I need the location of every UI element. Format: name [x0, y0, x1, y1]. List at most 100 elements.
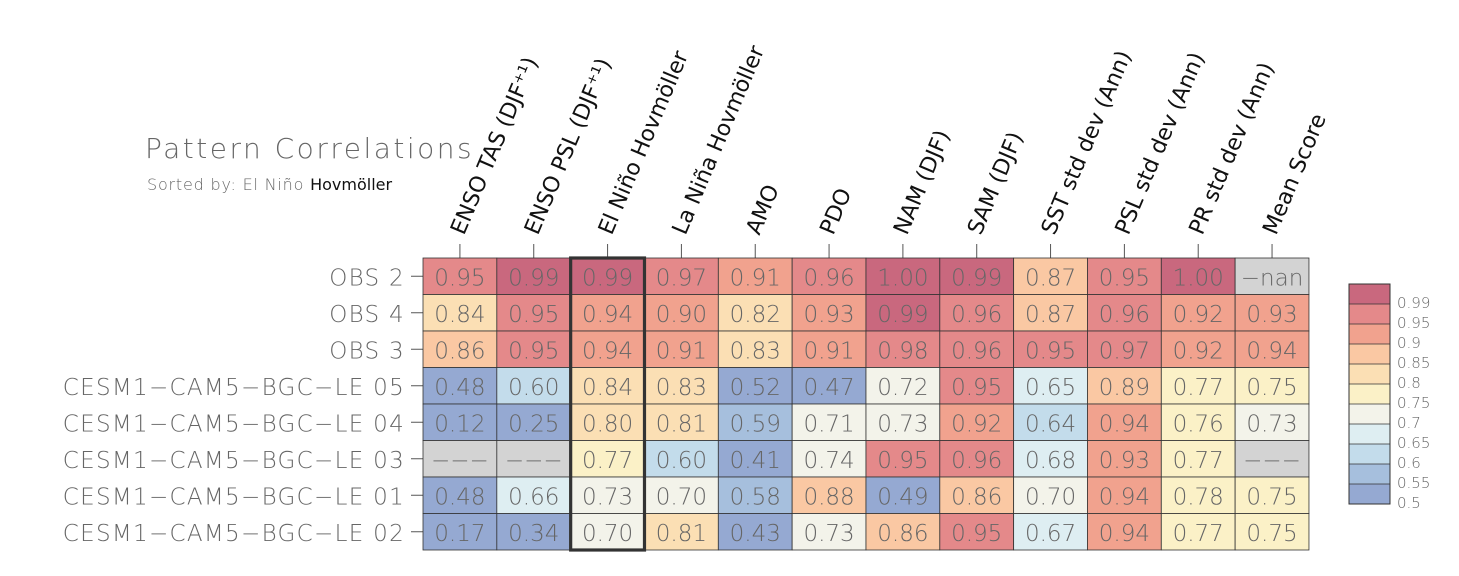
heatmap-cell — [1087, 513, 1162, 551]
row-label: CESM1−CAM5−BGC−LE 04 — [63, 411, 405, 437]
heatmap-cell — [717, 367, 793, 405]
cell-value-label: 0.52 — [730, 375, 781, 401]
row-label: OBS 4 — [329, 302, 405, 328]
colorbar-swatch — [1349, 344, 1390, 364]
heatmap-cell — [1087, 367, 1162, 405]
chart-title: Pattern Correlations — [145, 132, 474, 165]
colorbar-label: 0.99 — [1397, 294, 1430, 312]
heatmap-cell — [1013, 403, 1088, 441]
heatmap-cell — [1234, 257, 1310, 295]
heatmap-cell — [791, 513, 867, 551]
cell-value-label: 0.70 — [1025, 484, 1076, 510]
cell-value-label: 0.99 — [582, 265, 633, 291]
heatmap-cell — [496, 330, 572, 368]
heatmap-cell — [1087, 440, 1162, 478]
cell-value-label: 0.93 — [803, 302, 854, 328]
colorbar-swatch — [1349, 364, 1390, 384]
heatmap-cell — [1234, 513, 1310, 551]
cell-value-label: 0.94 — [1099, 411, 1150, 437]
colorbar-label: 0.55 — [1397, 474, 1430, 492]
cell-value-label: 0.87 — [1025, 302, 1076, 328]
heatmap-cell — [496, 440, 572, 478]
cell-value-label: 0.66 — [508, 484, 559, 510]
cell-value-label: 0.96 — [1099, 302, 1150, 328]
colorbar-label: 0.7 — [1397, 414, 1421, 432]
chart-subtitle-prefix: Sorted by: El Niño — [147, 175, 310, 194]
cell-value-label: 0.70 — [656, 484, 707, 510]
cell-value-label: 0.99 — [508, 265, 559, 291]
colorbar-swatch — [1349, 464, 1390, 484]
cell-value-label: 0.93 — [1246, 302, 1297, 328]
row-label: OBS 2 — [329, 265, 405, 291]
heatmap-cell — [1160, 476, 1236, 514]
colorbar-swatch — [1349, 284, 1390, 304]
cell-value-label: 0.74 — [803, 448, 854, 474]
heatmap-cell — [791, 440, 867, 478]
cell-value-label: 0.96 — [803, 265, 854, 291]
cell-value-label: 0.91 — [730, 265, 781, 291]
cell-value-label: 0.47 — [803, 375, 854, 401]
cell-value-label: 0.68 — [1025, 448, 1076, 474]
cell-value-label: 0.94 — [1246, 338, 1297, 364]
cell-value-label: 0.95 — [1025, 338, 1076, 364]
heatmap-cell — [1087, 403, 1162, 441]
heatmap-cell — [1234, 403, 1310, 441]
colorbar-swatch — [1349, 324, 1390, 344]
cell-value-label: 0.73 — [877, 411, 928, 437]
cell-value-label: 0.86 — [951, 484, 1002, 510]
cell-value-label: 0.78 — [1173, 484, 1224, 510]
heatmap-cell — [644, 403, 719, 441]
heatmap-cell — [570, 294, 645, 332]
heatmap-cell — [1087, 476, 1162, 514]
row-label: CESM1−CAM5−BGC−LE 03 — [63, 448, 405, 474]
cell-value-label: 0.95 — [951, 375, 1002, 401]
colorbar-swatch — [1349, 444, 1390, 464]
heatmap-cell — [939, 257, 1015, 295]
heatmap-cell — [496, 403, 572, 441]
cell-value-label: 0.43 — [730, 521, 781, 547]
cell-value-label: 0.17 — [434, 521, 485, 547]
cell-value-label: 0.94 — [582, 302, 633, 328]
heatmap-cell — [570, 367, 645, 405]
heatmap-cell — [422, 294, 498, 332]
heatmap-cell — [865, 513, 941, 551]
heatmap-cell — [865, 330, 941, 368]
cell-value-label: 0.34 — [508, 521, 559, 547]
cell-value-label: 0.92 — [1173, 302, 1224, 328]
cell-value-label: 0.84 — [434, 302, 485, 328]
cell-value-label: 0.64 — [1025, 411, 1076, 437]
row-label: OBS 3 — [329, 338, 405, 364]
heatmap-cell — [1013, 294, 1088, 332]
cell-value-label: 0.48 — [434, 484, 485, 510]
heatmap-cell — [422, 367, 498, 405]
cell-value-label: 0.70 — [582, 521, 633, 547]
cell-value-label: 0.60 — [656, 448, 707, 474]
cell-value-label: 0.84 — [582, 375, 633, 401]
heatmap-cell — [1160, 367, 1236, 405]
cell-value-label: 0.97 — [1099, 338, 1150, 364]
row-label: CESM1−CAM5−BGC−LE 02 — [63, 521, 405, 547]
cell-value-label: 0.77 — [1173, 448, 1224, 474]
colorbar-swatch — [1349, 404, 1390, 424]
cell-value-label: 0.25 — [508, 411, 559, 437]
colorbar: 0.99 0.95 0.9 0.85 0.8 0.75 0.7 0.65 0.6 0.55 0.5 — [1348, 283, 1430, 512]
cell-value-label: 0.99 — [877, 302, 928, 328]
cell-value-label: 0.94 — [1099, 484, 1150, 510]
cell-value-label: 0.86 — [434, 338, 485, 364]
heatmap-cell — [422, 476, 498, 514]
heatmap-cell — [865, 403, 941, 441]
colorbar-label: 0.75 — [1397, 394, 1430, 412]
cell-value-label: 0.95 — [508, 338, 559, 364]
heatmap-cell — [1013, 513, 1088, 551]
cell-value-label: 1.00 — [1173, 265, 1224, 291]
colorbar-swatch — [1349, 384, 1390, 404]
cell-value-label: 0.83 — [656, 375, 707, 401]
heatmap-cell — [496, 294, 572, 332]
heatmap-cell — [791, 476, 867, 514]
cell-value-label: 0.76 — [1173, 411, 1224, 437]
column-label: Mean Score — [1259, 110, 1332, 238]
cell-value-label: 0.94 — [1099, 521, 1150, 547]
heatmap-cell — [791, 403, 867, 441]
cell-value-label: 0.96 — [951, 448, 1002, 474]
